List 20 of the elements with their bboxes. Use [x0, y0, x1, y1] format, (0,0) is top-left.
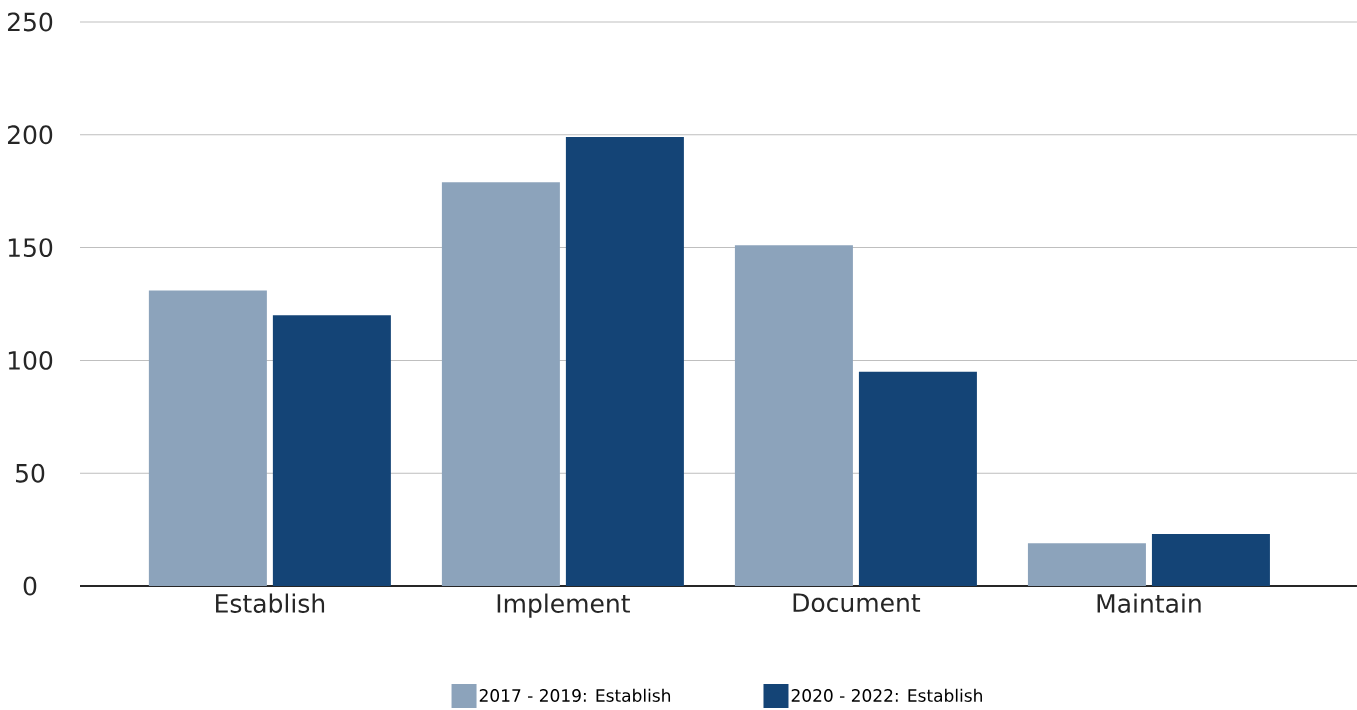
y-tick-label: 0	[23, 576, 37, 596]
legend-label: 2017 - 2019: Establish	[479, 688, 671, 702]
bar	[148, 290, 267, 586]
x-tick-label: Establish	[216, 593, 325, 613]
bar	[565, 137, 684, 586]
y-tick-label: 250	[7, 12, 53, 32]
bar	[1027, 543, 1146, 586]
bar	[858, 371, 977, 586]
bar	[1151, 534, 1270, 586]
x-tick-label: Implement	[497, 593, 630, 618]
bar	[272, 315, 391, 586]
bar	[734, 245, 853, 586]
y-tick-label: 200	[7, 125, 53, 145]
legend-label: 2020 - 2022: Establish	[791, 688, 982, 702]
y-tick-label: 50	[16, 463, 45, 483]
x-tick-label: Maintain	[1097, 593, 1201, 613]
y-tick-label: 100	[8, 350, 53, 370]
bar	[441, 182, 560, 586]
x-tick-label: Document	[793, 593, 921, 613]
y-tick-label: 150	[8, 238, 53, 258]
